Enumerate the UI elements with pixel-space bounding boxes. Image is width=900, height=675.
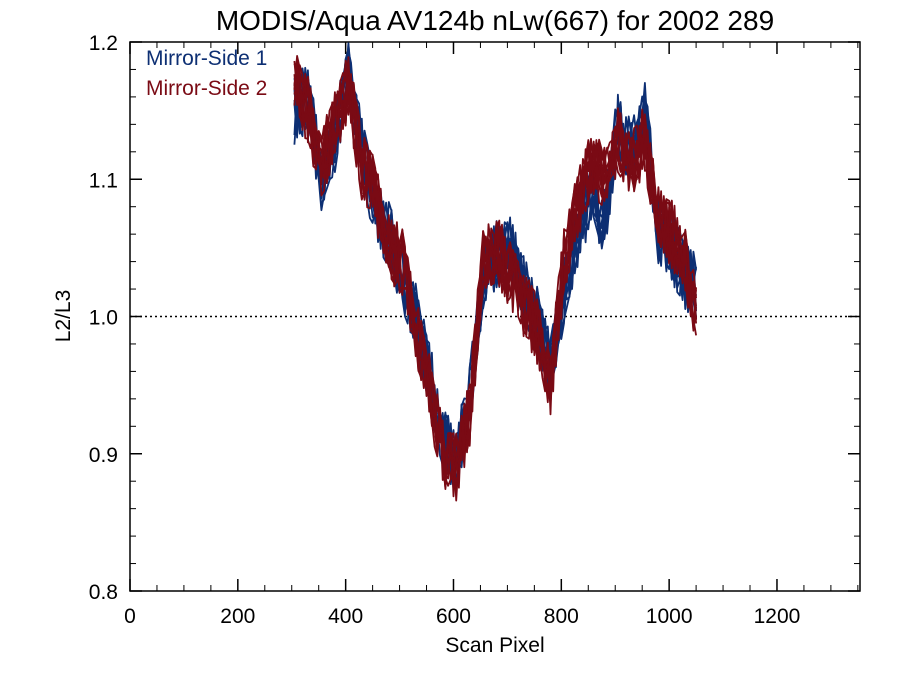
x-tick-label: 0 [124,605,136,628]
legend-mirror-side-2: Mirror-Side 2 [146,77,267,100]
y-tick-label: 1.0 [89,307,118,330]
x-tick-label: 1200 [754,605,801,628]
x-axis-label: Scan Pixel [445,634,544,657]
chart-title: MODIS/Aqua AV124b nLw(667) for 2002 289 [216,5,774,36]
series-line-mirror-side-2 [293,55,697,476]
legend-mirror-side-1: Mirror-Side 1 [146,47,267,70]
x-tick-label: 1000 [646,605,693,628]
series-lines [293,42,697,502]
y-tick-label: 0.8 [89,581,118,604]
y-tick-label: 1.1 [89,169,118,192]
legend: Mirror-Side 1 Mirror-Side 2 [146,47,267,100]
x-tick-label: 800 [544,605,579,628]
x-tick-label: 600 [436,605,471,628]
x-tick-label: 200 [220,605,255,628]
x-tick-labels: 0 200 400 600 800 1000 1200 [124,605,800,628]
axis-ticks [129,41,860,592]
x-tick-label: 400 [328,605,363,628]
y-tick-label: 0.9 [89,444,118,467]
y-axis-label: L2/L3 [52,290,75,343]
y-tick-labels: 0.8 0.9 1.0 1.1 1.2 [89,32,118,604]
y-tick-label: 1.2 [89,32,118,55]
